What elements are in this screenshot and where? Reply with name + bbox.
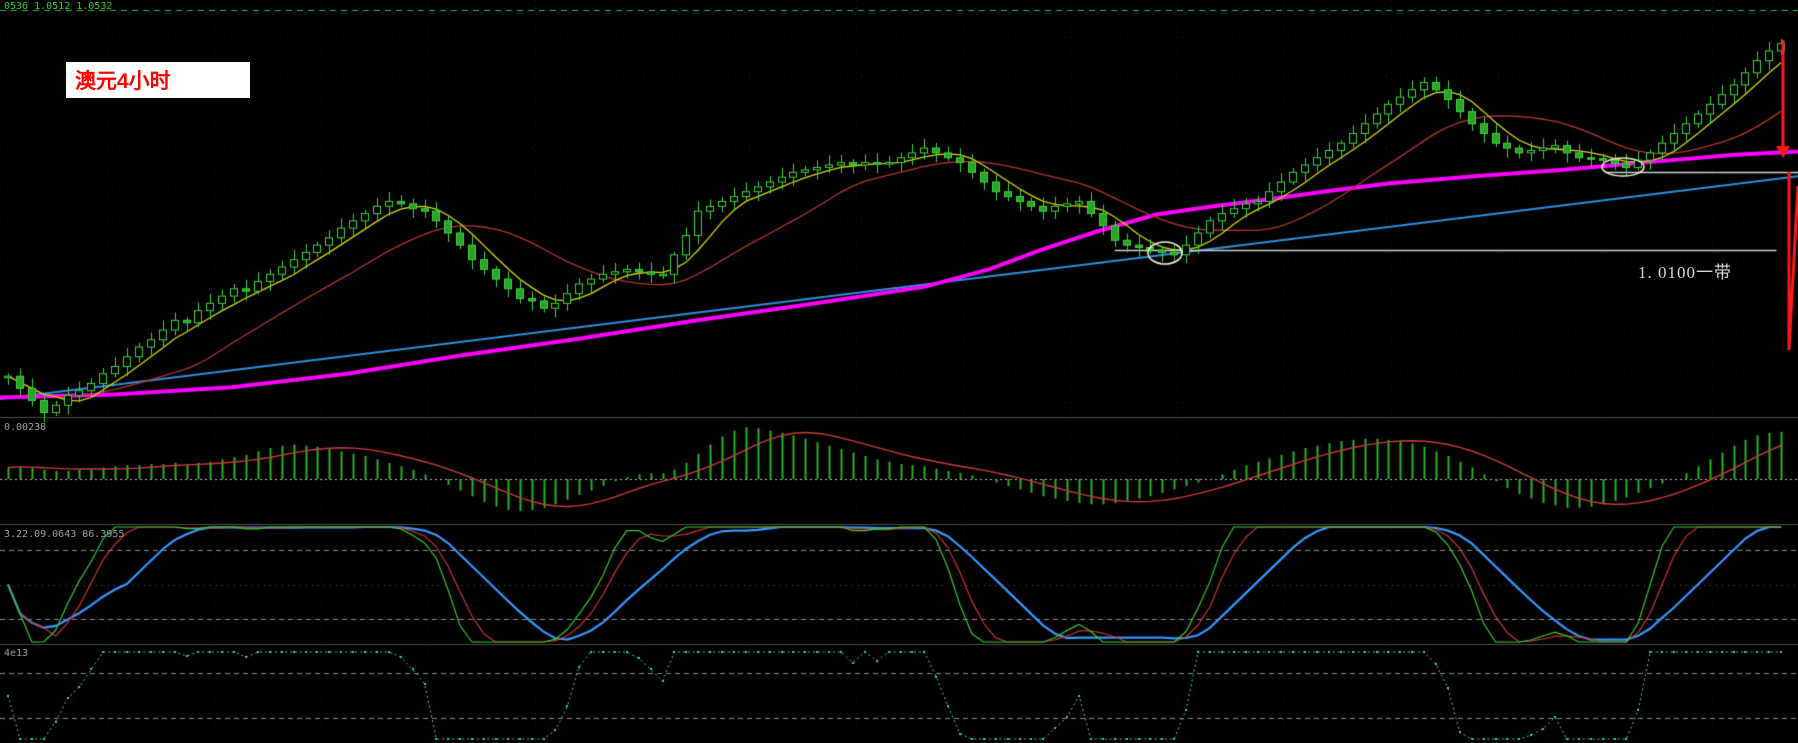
chart-title-box[interactable]: 澳元4小时 (66, 62, 250, 98)
price-zone-annotation[interactable]: 1. 0100一带 (1638, 263, 1732, 282)
wpr-value-label: 4e13 (4, 648, 29, 659)
quote-readout: 0536 1.0512 1.0532 (4, 1, 113, 12)
chart-title-label: 澳元4小时 (75, 70, 171, 93)
macd-value-label: 0.00238 (4, 422, 47, 433)
stochastic-value-label: 3.22.09.0643 86.3955 (4, 529, 125, 540)
